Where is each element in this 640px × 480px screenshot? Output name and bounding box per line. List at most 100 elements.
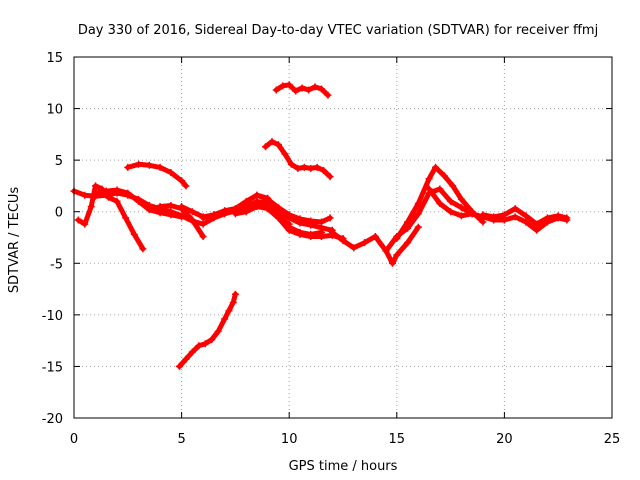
x-tick-label: 25 [604,432,621,447]
data-point [87,203,95,211]
data-point [414,210,422,218]
data-point [279,82,287,90]
series-line [329,224,421,266]
y-tick-label: -15 [42,360,63,375]
data-point [285,211,293,219]
series-track-16 [425,185,571,234]
series-layer [70,81,571,370]
data-point [326,173,334,181]
data-point [113,197,121,205]
series-track-10 [175,290,239,370]
data-point [298,84,306,92]
data-point [554,212,562,220]
data-point [425,175,433,183]
data-point [457,212,465,220]
data-point [511,205,519,213]
data-point [253,191,261,199]
data-point [264,205,272,213]
data-point [436,185,444,193]
data-point [242,208,250,216]
series-track-17 [479,205,571,228]
series-track-11 [262,138,334,181]
data-point [188,208,196,216]
data-point [139,245,147,253]
data-point [533,220,541,228]
data-point [320,166,328,174]
x-tick-label: 0 [70,432,78,447]
data-point [188,348,196,356]
data-point [479,211,487,219]
x-axis-label: GPS time / hours [289,459,398,474]
y-tick-label: -20 [42,412,63,427]
data-point [253,203,261,211]
series-track-8 [231,203,325,238]
x-tick-label: 5 [177,432,185,447]
data-point [102,187,110,195]
data-point [201,340,209,348]
data-point [199,232,207,240]
data-point [285,81,293,89]
data-point [285,223,293,231]
x-tick-labels: 0 5 10 15 20 25 [70,432,620,447]
data-point [371,232,379,240]
data-point [543,214,551,222]
data-point [231,210,239,218]
data-point [221,315,229,323]
data-point [156,203,164,211]
y-tick-label: -10 [42,309,63,324]
data-point [178,177,186,185]
x-tick-label: 10 [281,432,298,447]
data-point [311,83,319,91]
series-track-12 [272,81,332,99]
series-line [426,186,570,233]
data-point [296,228,304,236]
data-point [393,232,401,240]
data-point [195,342,203,350]
data-point [393,251,401,259]
data-point [328,228,336,236]
plot-frame [73,56,613,419]
series-track-5 [145,202,207,240]
data-point [113,186,121,194]
data-point [432,163,440,171]
data-point [199,220,207,228]
data-point [350,244,358,252]
data-point [221,207,229,215]
data-point [135,197,143,205]
data-point [326,214,334,222]
data-point [156,163,164,171]
data-point [145,161,153,169]
data-point [296,215,304,223]
data-point [305,86,313,94]
y-tick-label: 5 [55,154,63,169]
data-point [274,141,282,149]
data-point [182,355,190,363]
data-point [199,214,207,222]
data-point [317,228,325,236]
data-point [167,211,175,219]
data-point [188,216,196,224]
data-point [274,204,282,212]
data-point [178,203,186,211]
data-point [231,290,239,298]
data-point [122,214,130,222]
data-point [242,197,250,205]
data-point [382,247,390,255]
data-point [135,160,143,168]
data-point [167,202,175,210]
data-point [74,216,82,224]
data-point [511,213,519,221]
y-tick-label: 15 [46,51,63,66]
data-point [414,199,422,207]
data-point [457,195,465,203]
data-point [210,211,218,219]
data-point [272,86,280,94]
data-point [104,193,112,201]
data-point [156,209,164,217]
data-point [307,217,315,225]
data-point [533,226,541,234]
data-point [447,197,455,205]
data-point [292,87,300,95]
y-tick-label: 10 [46,103,63,118]
data-point [404,224,412,232]
